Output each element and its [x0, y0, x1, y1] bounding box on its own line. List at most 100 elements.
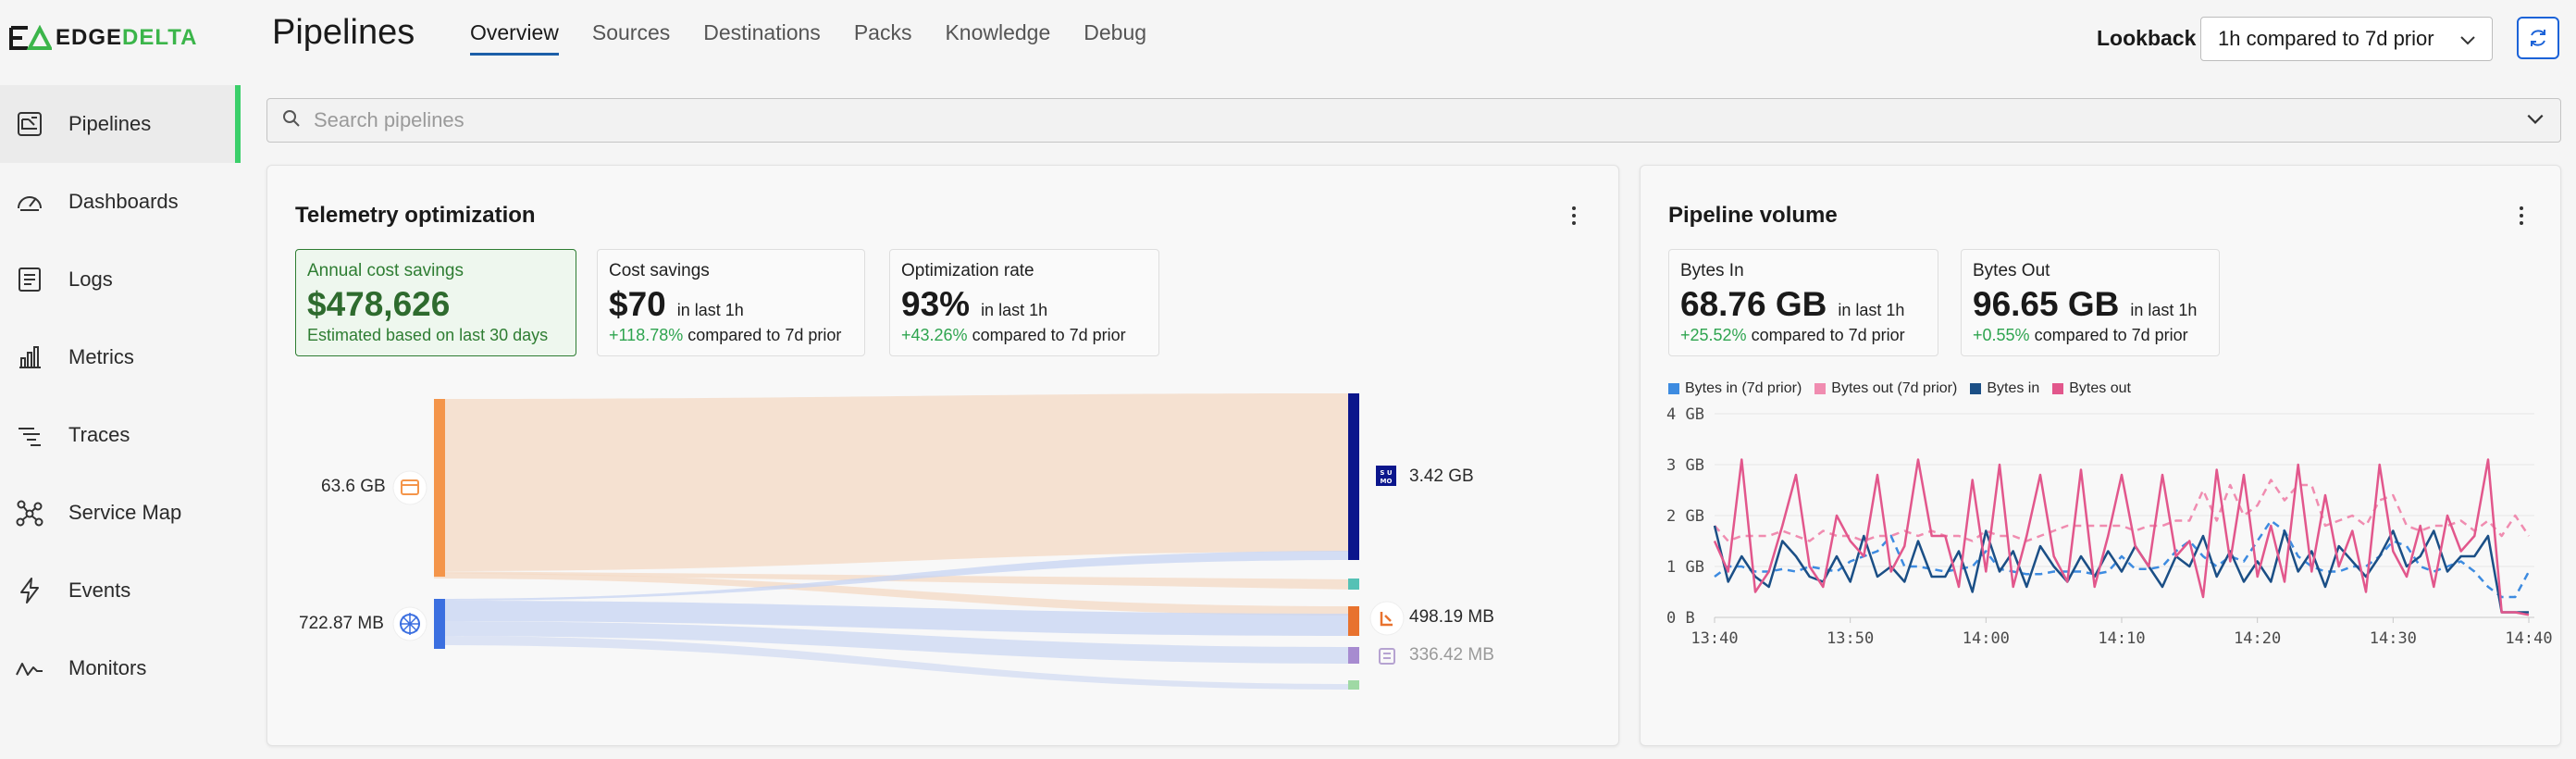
hands-icon	[1369, 601, 1405, 636]
y-tick-label: 4 GB	[1666, 406, 1704, 424]
x-tick-label: 14:10	[2098, 629, 2145, 648]
card-title: Telemetry optimization	[295, 203, 536, 228]
sidebar-item-metrics[interactable]: Metrics	[0, 318, 241, 396]
legend-item[interactable]: Bytes out	[2052, 380, 2131, 397]
sidebar-item-label: Events	[68, 579, 131, 602]
y-tick-label: 2 GB	[1666, 507, 1704, 526]
legend-item[interactable]: Bytes in	[1970, 380, 2039, 397]
source-label: 722.87 MB	[299, 614, 384, 633]
sidebar-item-events[interactable]: Events	[0, 552, 241, 629]
destination-node-sumo	[1348, 393, 1359, 560]
logo-mark-icon	[9, 25, 52, 50]
sidebar-item-label: Dashboards	[68, 190, 179, 213]
flow-file-to-sumo	[434, 393, 1354, 571]
svg-text:S U: S U	[1380, 469, 1392, 477]
search-input[interactable]	[314, 108, 2525, 132]
legend-label: Bytes in	[1987, 380, 2040, 396]
sidebar-item-dashboards[interactable]: Dashboards	[0, 163, 241, 241]
destination-label: 336.42 MB	[1409, 645, 1494, 665]
sidebar-item-label: Service Map	[68, 501, 182, 524]
refresh-icon	[2531, 30, 2545, 46]
pipeline-volume-card: Pipeline volume Bytes In 68.76 GB in last…	[1640, 165, 2561, 746]
tab-overview[interactable]: Overview	[470, 20, 559, 56]
pulse-icon	[13, 652, 46, 685]
stat-delta: +25.52%	[1680, 326, 1747, 344]
stat-label: Annual cost savings	[307, 261, 464, 280]
edge-delta-logo[interactable]: EDGEDELTA	[9, 24, 197, 52]
legend-swatch	[1668, 383, 1679, 394]
tab-knowledge[interactable]: Knowledge	[945, 20, 1051, 44]
stat-suffix: in last 1h	[2130, 301, 2198, 319]
chevron-down-icon[interactable]	[2525, 108, 2545, 133]
stat-value: $478,626	[307, 285, 451, 323]
x-tick-label: 14:00	[1963, 629, 2010, 648]
destination-label: 498.19 MB	[1409, 607, 1494, 627]
archive-icon	[1379, 648, 1395, 665]
y-tick-label: 1 GB	[1666, 558, 1704, 577]
legend-item[interactable]: Bytes out (7d prior)	[1814, 380, 1957, 397]
stat-suffix: in last 1h	[676, 301, 744, 319]
telemetry-optimization-card: Telemetry optimization Annual cost savin…	[266, 165, 1619, 746]
legend-swatch	[1970, 383, 1982, 394]
tab-sources[interactable]: Sources	[591, 20, 671, 44]
lookback-value: 1h compared to 7d prior	[2218, 27, 2434, 50]
lookback-select[interactable]: 1h compared to 7d prior	[2200, 17, 2493, 61]
destination-node-teal	[1348, 579, 1359, 590]
more-vert-icon[interactable]	[1563, 205, 1585, 227]
traces-icon	[13, 418, 46, 452]
stat-subtext: Estimated based on last 30 days	[307, 326, 549, 344]
sidebar-item-traces[interactable]: Traces	[0, 396, 241, 474]
stat-compare: compared to 7d prior	[972, 326, 1126, 344]
more-vert-icon[interactable]	[2510, 205, 2533, 227]
y-tick-label: 3 GB	[1666, 456, 1704, 475]
sumo-logic-icon: S U MO	[1376, 466, 1396, 486]
stat-suffix: in last 1h	[1838, 301, 1905, 319]
sidebar-item-label: Monitors	[68, 656, 147, 679]
flow-file-to-orange	[434, 573, 1354, 616]
sidebar-item-label: Metrics	[68, 345, 134, 368]
chart-legend: Bytes in (7d prior) Bytes out (7d prior) B…	[1668, 380, 2144, 397]
destination-node-purple	[1348, 647, 1359, 664]
refresh-button[interactable]	[2517, 17, 2559, 59]
source-label: 63.6 GB	[321, 477, 386, 496]
lightning-icon	[13, 574, 46, 607]
stat-value: $70	[609, 285, 666, 323]
x-tick-label: 13:50	[1827, 629, 1874, 648]
tab-packs[interactable]: Packs	[853, 20, 912, 44]
kubernetes-icon	[392, 606, 427, 641]
sidebar-item-label: Logs	[68, 268, 113, 291]
logo-text: EDGEDELTA	[56, 25, 198, 50]
sidebar-item-pipelines[interactable]: Pipelines	[0, 85, 241, 163]
sidebar-item-monitors[interactable]: Monitors	[0, 629, 241, 707]
logs-icon	[13, 263, 46, 296]
file-source-icon	[392, 470, 427, 505]
card-title: Pipeline volume	[1668, 203, 1838, 228]
destination-node-green	[1348, 680, 1359, 690]
legend-item[interactable]: Bytes in (7d prior)	[1668, 380, 1802, 397]
sankey-diagram: S U MO	[392, 393, 1405, 690]
sidebar-item-service-map[interactable]: Service Map	[0, 474, 241, 552]
stat-value: 93%	[901, 285, 971, 323]
series-line-bytes-in	[1713, 525, 2529, 614]
sidebar-item-logs[interactable]: Logs	[0, 241, 241, 318]
svg-text:MO: MO	[1381, 478, 1393, 485]
gauge-icon	[13, 185, 46, 218]
flow-k8s-to-purple	[434, 621, 1354, 664]
stat-delta: +118.78%	[609, 326, 684, 344]
legend-swatch	[2052, 383, 2064, 394]
pipeline-volume-chart: 0 B 1 GB 2 GB 3 GB 4 GB 13:40 13:50 14:00 14:10 1…	[1666, 406, 2553, 648]
source-node-kubernetes	[434, 599, 445, 649]
sidebar: EDGEDELTA Pipelines Dashboards Logs Metr…	[0, 0, 241, 759]
service-map-icon	[13, 496, 46, 529]
stat-compare: compared to 7d prior	[687, 326, 842, 344]
x-tick-label: 14:30	[2370, 629, 2417, 648]
tab-debug[interactable]: Debug	[1084, 20, 1147, 44]
flow-k8s-to-green	[434, 636, 1354, 690]
tab-destinations[interactable]: Destinations	[703, 20, 821, 44]
annual-cost-savings-stat: Annual cost savings $478,626 Estimated b…	[295, 249, 576, 356]
search-bar[interactable]	[266, 98, 2561, 143]
stat-delta: +43.26%	[901, 326, 968, 344]
sidebar-item-label: Pipelines	[68, 112, 152, 135]
series-line-bytes-in-7d-prior	[1714, 519, 2531, 599]
stat-value: 96.65 GB	[1973, 285, 2120, 323]
